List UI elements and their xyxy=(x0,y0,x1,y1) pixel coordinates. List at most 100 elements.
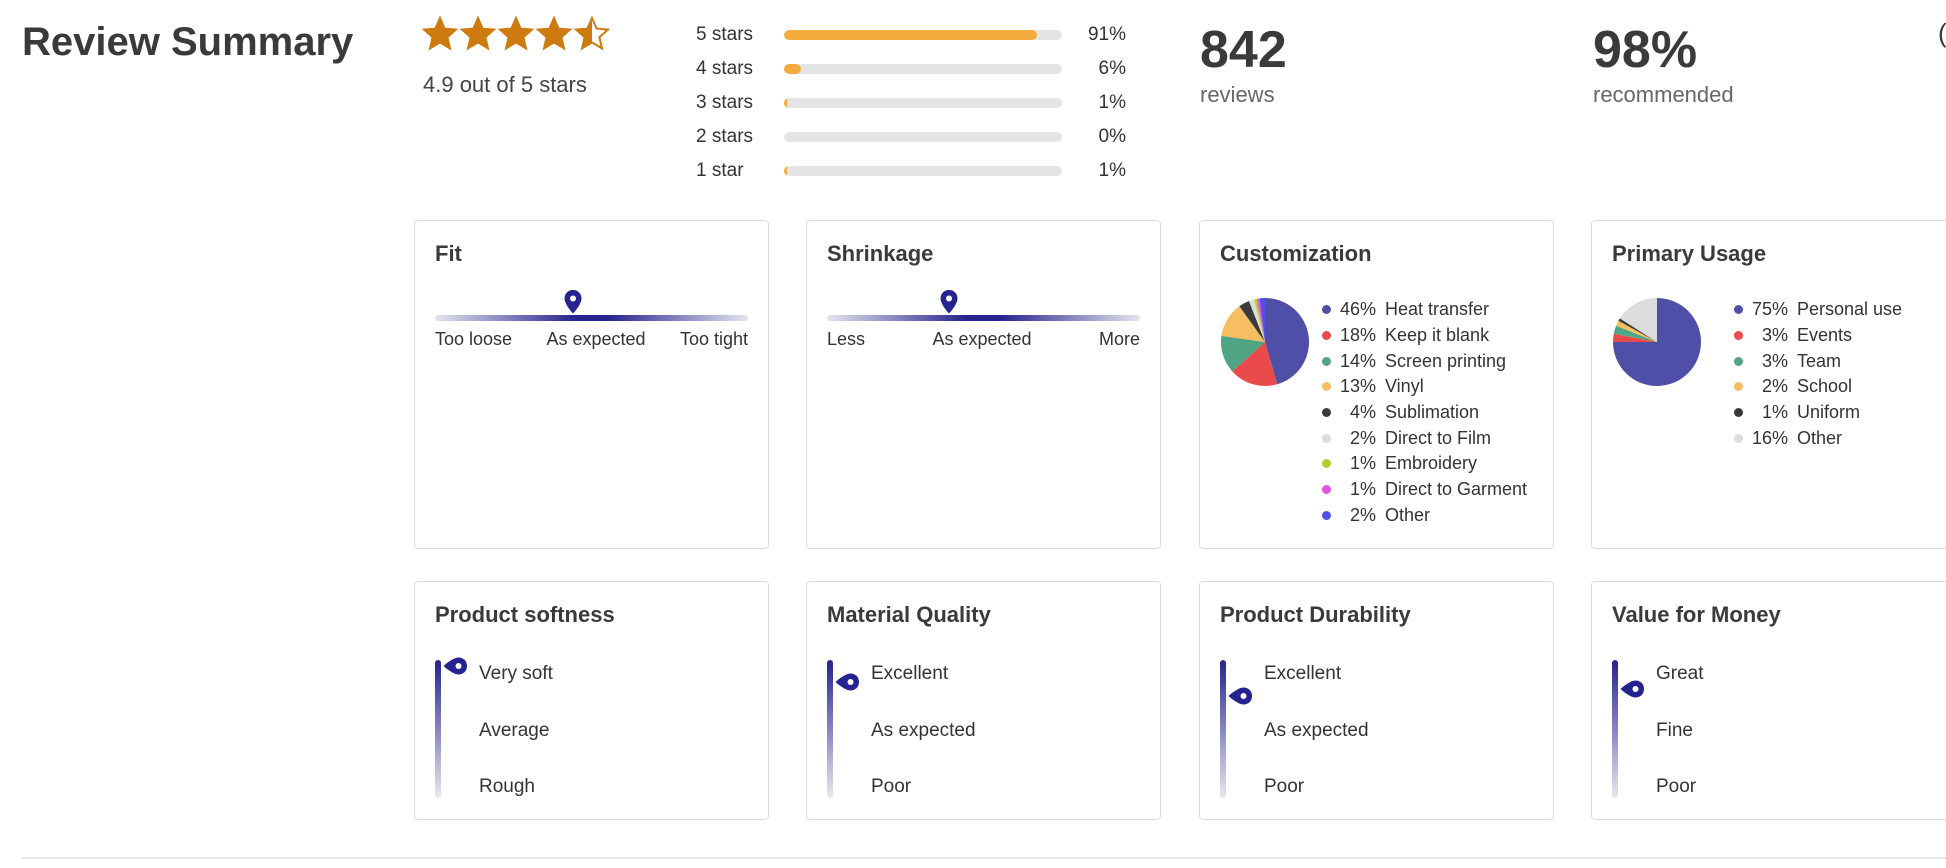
legend-item: 2% School xyxy=(1734,374,1902,400)
fit-scale-track xyxy=(435,315,748,321)
legend-pct: 1% xyxy=(1349,479,1376,500)
legend-dot-icon xyxy=(1734,408,1743,418)
legend-item: 13% Vinyl xyxy=(1322,374,1527,400)
fit-scale-labels: Too loose As expected Too tight xyxy=(435,329,748,350)
card-title: Value for Money xyxy=(1612,602,1781,627)
legend-item: 1% Direct to Garment xyxy=(1322,477,1527,503)
histogram-row[interactable]: 2 stars 0% xyxy=(696,120,1126,154)
histogram-track xyxy=(784,64,1062,74)
map-pin-icon xyxy=(939,289,959,320)
legend-item: 75% Personal use xyxy=(1734,297,1902,323)
histogram-row[interactable]: 5 stars 91% xyxy=(696,18,1126,52)
legend-pct: 2% xyxy=(1349,504,1376,525)
legend-label: Keep it blank xyxy=(1385,325,1490,346)
star-full-icon xyxy=(422,16,458,51)
scale-label-high: Great xyxy=(1656,663,1704,684)
legend-dot-icon xyxy=(1322,382,1331,392)
legend-item: 2% Other xyxy=(1322,503,1527,529)
histogram-row[interactable]: 4 stars 6% xyxy=(696,52,1126,86)
pie-slice xyxy=(1616,320,1657,342)
pie-slice xyxy=(1619,298,1657,342)
histogram-row[interactable]: 3 stars 1% xyxy=(696,86,1126,120)
histogram-fill xyxy=(784,98,787,108)
page-title: Review Summary xyxy=(22,20,354,64)
legend-label: Other xyxy=(1797,427,1843,448)
legend-dot-icon xyxy=(1734,433,1743,443)
map-pin-icon xyxy=(563,289,583,320)
legend-item: 3% Events xyxy=(1734,323,1902,349)
legend-dot-icon xyxy=(1734,382,1743,392)
usage-card: Primary Usage 75% Personal use 3% Events 3% T… xyxy=(1591,220,1946,549)
section-divider xyxy=(22,857,1946,859)
reviews-count-stat: 842 reviews xyxy=(1200,20,1287,108)
histogram-row[interactable]: 1 star 1% xyxy=(696,154,1126,188)
legend-label: Embroidery xyxy=(1385,453,1478,474)
scale-label-low: Less xyxy=(827,329,866,349)
scale-label-low: Rough xyxy=(479,776,535,797)
scale-label-mid: As expected xyxy=(546,329,646,349)
shrinkage-card: Shrinkage Less As expected More xyxy=(806,220,1161,549)
scale-label-high: Excellent xyxy=(871,663,949,684)
map-pin-icon xyxy=(1620,676,1644,707)
card-title: Product Durability xyxy=(1220,602,1411,627)
cut-off-stat: ( xyxy=(1938,18,1946,48)
star-full-icon xyxy=(460,16,496,51)
legend-pct: 1% xyxy=(1761,402,1788,423)
scale-label-low: Too loose xyxy=(435,329,513,349)
legend-dot-icon xyxy=(1322,510,1331,520)
legend-pct: 3% xyxy=(1761,325,1788,346)
legend-dot-icon xyxy=(1734,331,1743,341)
average-rating-text: 4.9 out of 5 stars xyxy=(423,72,587,97)
legend-pct: 2% xyxy=(1761,376,1788,397)
legend-dot-icon xyxy=(1322,305,1331,315)
scale-label-mid: Average xyxy=(479,720,550,741)
durability-card: Product Durability Excellent As expected… xyxy=(1199,581,1554,820)
legend-label: Direct to Film xyxy=(1385,427,1492,448)
shrinkage-scale-labels: Less As expected More xyxy=(827,329,1140,350)
legend-item: 4% Sublimation xyxy=(1322,400,1527,426)
value-scale-bar xyxy=(1612,660,1618,798)
card-title: Product softness xyxy=(435,602,615,627)
pie-slice xyxy=(1618,318,1657,342)
legend-label: Heat transfer xyxy=(1385,299,1490,320)
legend-label: School xyxy=(1797,376,1853,397)
rating-histogram: 5 stars 91% 4 stars 6% 3 stars 1% 2 star… xyxy=(696,18,1126,188)
pie-slice xyxy=(1254,298,1265,342)
map-pin-icon xyxy=(1228,683,1252,714)
reviews-count: 842 xyxy=(1200,21,1287,79)
customization-pie-chart xyxy=(1221,298,1310,387)
legend-label: Vinyl xyxy=(1385,376,1424,397)
legend-item: 1% Embroidery xyxy=(1322,451,1527,477)
histogram-row-pct: 1% xyxy=(1098,160,1126,181)
legend-dot-icon xyxy=(1322,408,1331,418)
legend-label: Screen printing xyxy=(1385,350,1507,371)
histogram-row-pct: 1% xyxy=(1098,92,1126,113)
material-scale-bar xyxy=(827,660,833,798)
legend-item: 1% Uniform xyxy=(1734,400,1902,426)
pie-slice xyxy=(1256,298,1265,342)
legend-item: 2% Direct to Film xyxy=(1322,425,1527,451)
legend-dot-icon xyxy=(1322,356,1331,366)
legend-pct: 2% xyxy=(1349,427,1376,448)
legend-item: 3% Team xyxy=(1734,348,1902,374)
recommended-stat: 98% recommended xyxy=(1593,20,1734,108)
durability-scale-bar xyxy=(1220,660,1226,798)
legend-pct: 46% xyxy=(1339,299,1376,320)
value-for-money-card: Value for Money Great Fine Poor xyxy=(1591,581,1946,820)
histogram-row-label: 4 stars xyxy=(696,58,754,79)
pie-slice xyxy=(1613,333,1657,342)
scale-label-high: Too tight xyxy=(679,329,748,349)
legend-pct: 13% xyxy=(1339,376,1376,397)
scale-label-high: Very soft xyxy=(479,663,553,684)
legend-dot-icon xyxy=(1322,331,1331,341)
scale-label-mid: Fine xyxy=(1656,720,1693,741)
pie-slice xyxy=(1613,325,1657,342)
histogram-track xyxy=(784,166,1062,176)
map-pin-icon xyxy=(835,669,859,700)
legend-item: 16% Other xyxy=(1734,425,1902,451)
scale-label-mid: As expected xyxy=(871,720,976,741)
customization-card: Customization 46% Heat transfer 18% Keep it… xyxy=(1199,220,1554,549)
star-half-icon xyxy=(574,16,610,51)
pie-slice xyxy=(1232,342,1278,387)
shrinkage-scale-track xyxy=(827,315,1140,321)
